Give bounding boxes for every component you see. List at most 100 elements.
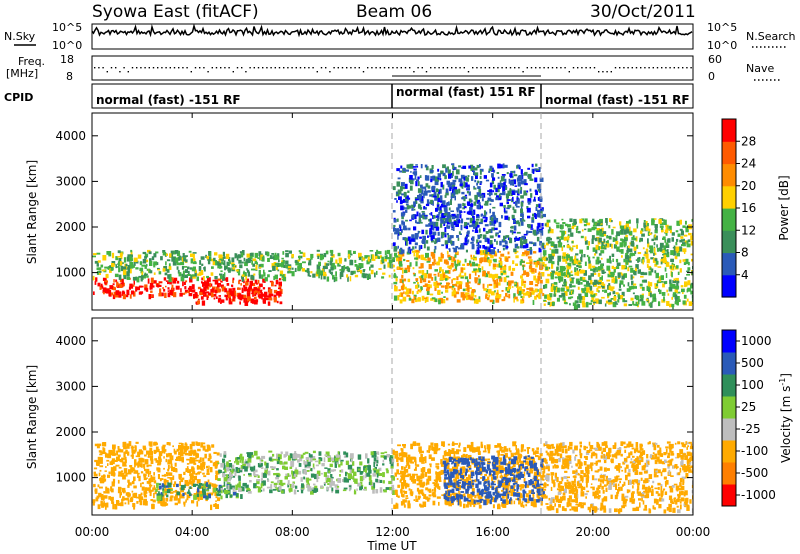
range-gate-cell bbox=[120, 254, 123, 260]
range-gate-cell bbox=[421, 195, 424, 202]
range-gate-cell bbox=[603, 238, 606, 243]
range-gate-cell bbox=[529, 188, 532, 192]
range-gate-cell bbox=[484, 445, 486, 449]
range-gate-cell bbox=[497, 185, 501, 189]
nave-label: Nave bbox=[746, 62, 774, 75]
freq-point bbox=[509, 67, 512, 69]
range-gate-cell bbox=[635, 295, 640, 301]
range-gate-cell bbox=[435, 216, 439, 218]
range-gate-cell bbox=[323, 482, 326, 486]
range-gate-cell bbox=[317, 269, 321, 272]
range-gate-cell bbox=[186, 494, 191, 499]
range-gate-cell bbox=[243, 270, 245, 276]
range-gate-cell bbox=[491, 249, 495, 255]
range-gate-cell bbox=[255, 469, 258, 473]
range-gate-cell bbox=[437, 282, 441, 286]
range-gate-cell bbox=[459, 449, 461, 452]
range-gate-cell bbox=[376, 473, 379, 478]
range-gate-cell bbox=[422, 457, 425, 462]
range-gate-cell bbox=[273, 254, 278, 261]
range-gate-cell bbox=[375, 255, 378, 259]
range-gate-cell bbox=[659, 247, 663, 252]
range-gate-cell bbox=[393, 227, 396, 230]
range-gate-cell bbox=[331, 476, 334, 479]
range-gate-cell bbox=[374, 466, 377, 470]
range-gate-cell bbox=[307, 478, 312, 481]
range-gate-cell bbox=[545, 278, 550, 284]
range-gate-cell bbox=[360, 270, 363, 274]
range-gate-cell bbox=[536, 236, 540, 242]
range-gate-cell bbox=[224, 489, 228, 495]
range-gate-cell bbox=[208, 493, 211, 499]
range-gate-cell bbox=[550, 301, 554, 306]
range-gate-cell bbox=[123, 274, 126, 277]
range-gate-cell bbox=[444, 209, 448, 215]
range-gate-cell bbox=[651, 219, 655, 226]
range-gate-cell bbox=[215, 500, 217, 502]
range-gate-cell bbox=[312, 450, 316, 454]
range-gate-cell bbox=[259, 266, 262, 269]
range-gate-cell bbox=[493, 283, 496, 289]
range-gate-cell bbox=[551, 263, 554, 269]
range-gate-cell bbox=[373, 461, 376, 468]
range-gate-cell bbox=[512, 491, 515, 493]
range-gate-cell bbox=[252, 293, 254, 297]
range-gate-cell bbox=[468, 224, 472, 228]
range-gate-cell bbox=[410, 461, 414, 464]
range-gate-cell bbox=[300, 454, 304, 459]
range-gate-cell bbox=[422, 217, 426, 220]
range-gate-cell bbox=[163, 480, 167, 486]
range-gate-cell bbox=[247, 257, 251, 263]
range-gate-cell bbox=[148, 478, 152, 484]
range-gate-cell bbox=[135, 441, 139, 444]
range-gate-cell bbox=[184, 448, 189, 451]
range-gate-cell bbox=[342, 479, 344, 482]
range-gate-cell bbox=[325, 480, 328, 483]
range-gate-cell bbox=[298, 463, 302, 467]
range-gate-cell bbox=[513, 225, 517, 231]
range-gate-cell bbox=[463, 177, 467, 181]
range-gate-cell bbox=[437, 168, 440, 172]
range-gate-cell bbox=[503, 164, 508, 168]
range-gate-cell bbox=[425, 252, 429, 258]
range-gate-cell bbox=[99, 453, 103, 456]
range-gate-cell bbox=[417, 230, 420, 234]
range-gate-cell bbox=[247, 491, 252, 494]
range-gate-cell bbox=[144, 500, 148, 506]
range-gate-cell bbox=[219, 258, 223, 261]
range-gate-cell bbox=[452, 241, 455, 245]
freq-point bbox=[547, 67, 549, 69]
range-gate-cell bbox=[642, 259, 644, 265]
range-gate-cell bbox=[476, 214, 480, 219]
range-gate-cell bbox=[459, 180, 463, 184]
range-gate-cell bbox=[471, 289, 475, 294]
range-gate-cell bbox=[445, 289, 449, 293]
range-gate-cell bbox=[562, 222, 566, 224]
range-gate-cell bbox=[416, 221, 421, 224]
range-gate-cell bbox=[440, 216, 443, 221]
range-gate-cell bbox=[492, 206, 496, 209]
range-gate-cell bbox=[240, 295, 243, 300]
range-gate-cell bbox=[331, 254, 335, 258]
range-gate-cell bbox=[520, 295, 523, 298]
range-gate-cell bbox=[151, 504, 155, 510]
range-gate-cell bbox=[406, 294, 411, 297]
range-gate-cell bbox=[520, 208, 523, 214]
range-gate-cell bbox=[313, 487, 317, 493]
range-gate-cell bbox=[172, 445, 174, 448]
range-gate-cell bbox=[201, 263, 204, 266]
range-gate-cell bbox=[108, 449, 113, 456]
freq-point bbox=[367, 67, 369, 69]
range-gate-cell bbox=[561, 266, 566, 272]
range-gate-cell bbox=[141, 264, 145, 267]
range-gate-cell bbox=[388, 480, 393, 485]
range-gate-cell bbox=[540, 257, 543, 262]
range-gate-cell bbox=[668, 225, 672, 231]
range-gate-cell bbox=[265, 462, 269, 469]
range-gate-cell bbox=[675, 285, 679, 290]
range-gate-cell bbox=[437, 231, 440, 236]
range-gate-cell bbox=[163, 456, 165, 459]
range-gate-cell bbox=[396, 181, 401, 187]
range-gate-cell bbox=[520, 299, 524, 304]
range-gate-cell bbox=[337, 252, 341, 257]
